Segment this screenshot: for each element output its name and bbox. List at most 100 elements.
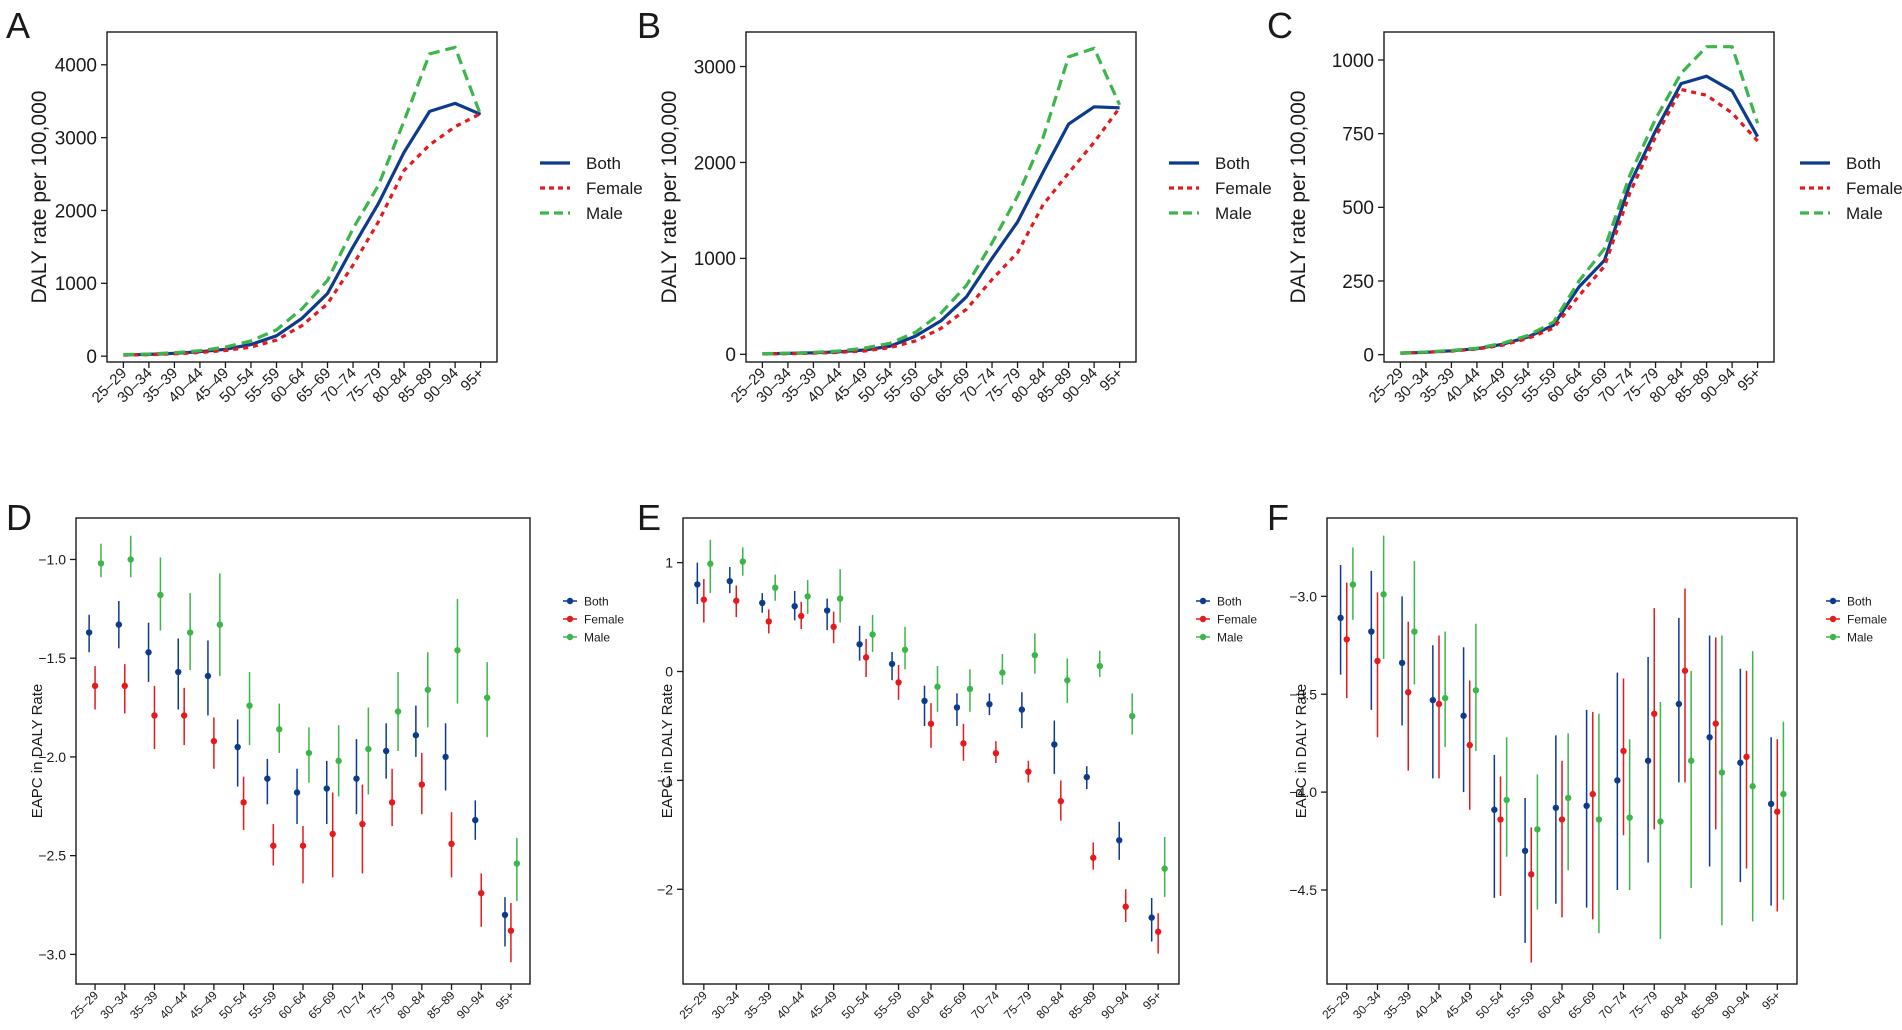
point-d-both xyxy=(442,753,449,761)
x-tick-label-d: 65–69 xyxy=(305,988,339,1022)
x-tick-label-e: 65–69 xyxy=(936,988,970,1022)
legend-item-d-female: Female xyxy=(563,612,624,626)
y-tick-label-d: −1.0 xyxy=(38,552,66,568)
point-f-both xyxy=(1398,659,1406,667)
plot-frame-e xyxy=(682,517,1180,985)
legend-marker-f xyxy=(1829,633,1837,641)
point-f-female xyxy=(1374,657,1381,665)
legend-marker-d xyxy=(566,597,574,605)
y-tick-label-c: 0 xyxy=(1363,345,1374,366)
y-tick-label-d: −3.0 xyxy=(38,946,66,962)
point-d-male xyxy=(424,686,431,693)
legend-label-f: Both xyxy=(1847,594,1872,608)
point-d-both xyxy=(353,775,360,782)
point-f-both xyxy=(1429,696,1437,704)
y-tick-label-f: −4.0 xyxy=(1289,784,1317,800)
x-tick-label-e: 60–64 xyxy=(904,988,938,1022)
y-tick-label-b: 2000 xyxy=(694,153,736,174)
point-f-male xyxy=(1564,794,1572,802)
point-f-female xyxy=(1743,753,1750,761)
legend-label-e: Male xyxy=(1217,630,1243,644)
y-tick-label-e: −1 xyxy=(657,772,673,788)
legend-item-b-both: Both xyxy=(1169,154,1250,173)
point-e-both xyxy=(694,581,701,588)
point-f-female xyxy=(1435,700,1443,708)
point-d-female xyxy=(478,889,485,897)
point-e-female xyxy=(1122,903,1129,910)
y-tick-label-b: 1000 xyxy=(694,249,736,270)
point-d-female xyxy=(299,842,307,849)
point-d-male xyxy=(216,621,224,628)
point-f-male xyxy=(1380,591,1387,598)
point-f-male xyxy=(1687,757,1695,764)
point-e-male xyxy=(804,593,811,600)
series-line-c-male xyxy=(1400,45,1760,355)
y-tick-label-a: 3000 xyxy=(55,128,97,149)
point-d-both xyxy=(115,621,123,628)
point-d-female xyxy=(210,737,218,745)
point-f-both xyxy=(1337,614,1344,622)
point-d-female xyxy=(180,712,188,719)
point-d-female xyxy=(151,712,158,719)
legend-label-e: Both xyxy=(1217,594,1242,608)
point-d-female xyxy=(91,682,99,690)
point-f-male xyxy=(1349,581,1357,588)
point-e-both xyxy=(888,660,896,668)
point-f-male xyxy=(1595,816,1603,823)
point-e-female xyxy=(733,597,740,604)
panel-label-c: C xyxy=(1267,5,1293,46)
x-tick-label-d: 55–59 xyxy=(246,988,280,1022)
point-f-both xyxy=(1491,806,1498,813)
point-d-both xyxy=(175,668,182,676)
x-tick-label-f: 45–49 xyxy=(1442,988,1476,1022)
point-f-both xyxy=(1583,802,1590,810)
series-line-c-both xyxy=(1400,74,1759,355)
series-line-b-both xyxy=(762,105,1120,356)
legend-item-f-female: Female xyxy=(1826,612,1887,626)
point-f-female xyxy=(1405,689,1412,696)
series-line-a-female xyxy=(123,112,482,357)
x-tick-label-f: 40–44 xyxy=(1412,988,1446,1022)
point-f-female xyxy=(1528,871,1535,878)
legend-marker-f xyxy=(1829,597,1837,605)
plot-frame-d xyxy=(75,517,531,985)
legend-item-f-both: Both xyxy=(1826,594,1872,608)
x-tick-label-e: 40–44 xyxy=(774,988,808,1022)
legend-item-b-male: Male xyxy=(1169,204,1252,223)
point-e-female xyxy=(960,740,967,747)
point-d-both xyxy=(85,629,93,636)
x-tick-label-d: 75–79 xyxy=(365,988,399,1022)
legend-item-e-male: Male xyxy=(1196,630,1243,644)
point-e-male xyxy=(1161,865,1168,872)
point-d-male xyxy=(186,629,194,636)
point-e-both xyxy=(953,704,961,711)
y-axis-title-a: DALY rate per 100,000 xyxy=(28,91,51,304)
point-d-female xyxy=(121,682,128,690)
point-e-male xyxy=(739,558,746,565)
legend-label-d: Both xyxy=(584,594,609,608)
point-d-both xyxy=(412,732,420,739)
x-tick-label-e: 25–29 xyxy=(676,988,710,1022)
panel-d: D EAPC in DALY Rate xyxy=(6,497,531,985)
point-e-both xyxy=(986,700,993,708)
point-f-female xyxy=(1589,790,1596,798)
legend-item-d-male: Male xyxy=(563,630,610,644)
y-axis-title-d: EAPC in DALY Rate xyxy=(29,684,46,819)
series-line-c-female xyxy=(1400,87,1759,355)
point-d-female xyxy=(418,781,426,788)
x-tick-label-e: 85–89 xyxy=(1066,988,1100,1022)
panel-label-e: E xyxy=(637,497,661,538)
point-e-female xyxy=(1057,797,1065,805)
y-tick-label-a: 2000 xyxy=(55,201,97,222)
point-f-male xyxy=(1718,769,1726,776)
point-f-both xyxy=(1460,712,1467,719)
legend-label-b: Female xyxy=(1215,179,1272,198)
point-d-male xyxy=(335,757,342,765)
point-f-female xyxy=(1343,636,1350,643)
point-d-male xyxy=(365,745,372,753)
point-f-both xyxy=(1737,759,1744,766)
y-tick-label-b: 0 xyxy=(725,345,736,366)
x-tick-label-f: 30–34 xyxy=(1350,988,1384,1022)
x-tick-label-f: 35–39 xyxy=(1381,988,1415,1022)
